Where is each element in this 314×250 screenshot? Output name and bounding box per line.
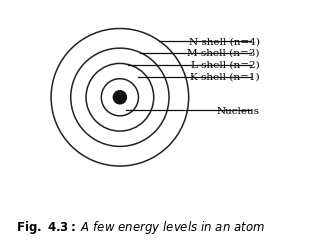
Text: K shell (n=1): K shell (n=1) [190,73,260,82]
Circle shape [113,91,127,104]
Text: M shell (n=3): M shell (n=3) [187,49,260,58]
Text: N shell (n=4): N shell (n=4) [189,37,260,46]
Text: Nucleus: Nucleus [217,106,260,116]
Text: $\mathbf{Fig.\ 4.3:}$$\it{\ A\ few\ energy\ levels\ in\ an\ atom}$: $\mathbf{Fig.\ 4.3:}$$\it{\ A\ few\ ener… [16,218,265,235]
Text: L shell (n=2): L shell (n=2) [191,61,260,70]
